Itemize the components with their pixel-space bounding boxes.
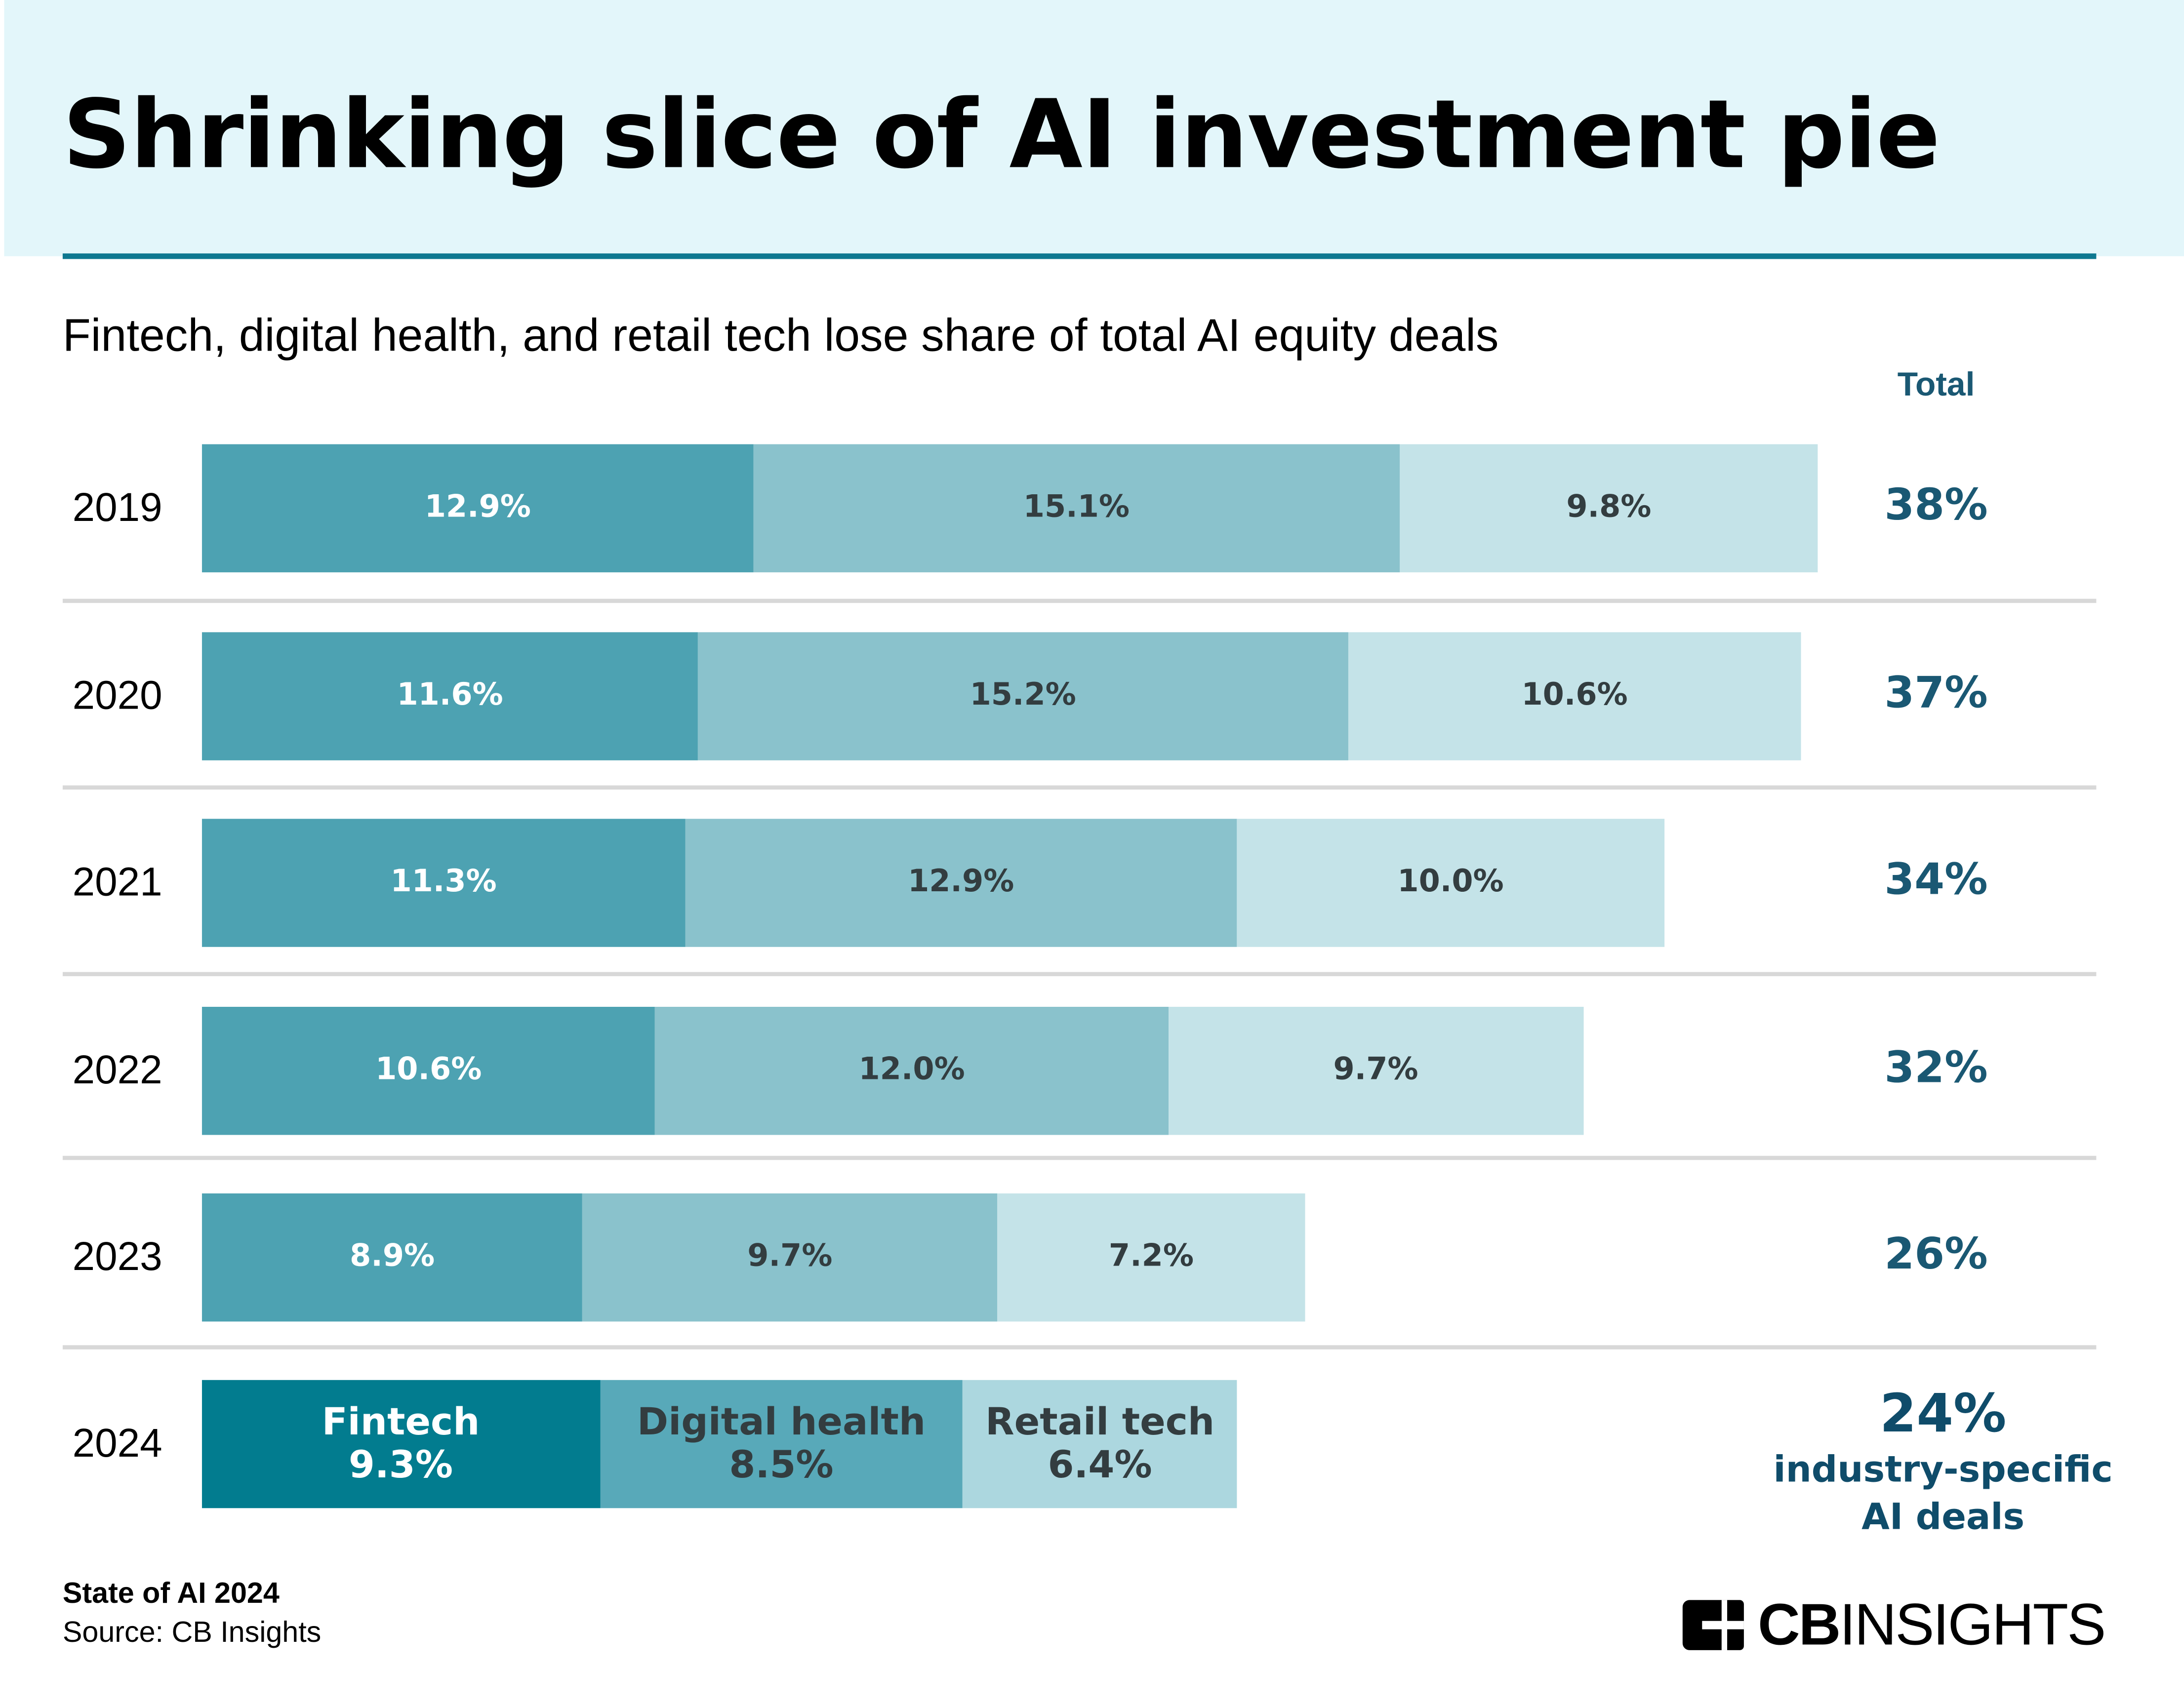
- row-divider: [62, 1155, 2097, 1160]
- bar-segment-retail-tech: 7.2%: [997, 1193, 1305, 1322]
- bar-segment-retail-tech: 10.0%: [1237, 819, 1664, 947]
- data-label: 9.3%: [348, 1444, 453, 1487]
- total-label: 37%: [1884, 668, 1988, 719]
- row-divider: [62, 785, 2097, 790]
- cb-insights-logo: CBINSIGHTS: [1682, 1591, 2106, 1658]
- chart-title: Shrinking slice of AI investment pie: [62, 80, 1941, 191]
- total-note: industry-specific: [1773, 1449, 2113, 1492]
- data-label: 10.6%: [1521, 678, 1628, 714]
- source-note: Source: CB Insights: [62, 1617, 322, 1649]
- total-label: 38%: [1884, 480, 1988, 531]
- total-note: AI deals: [1861, 1497, 2025, 1539]
- bar-segment-fintech: 11.6%: [202, 632, 698, 760]
- total-label: 32%: [1884, 1043, 1988, 1093]
- data-label: 9.8%: [1566, 490, 1652, 526]
- row-divider: [62, 972, 2097, 976]
- bar-segment-digital-health: 15.2%: [698, 632, 1348, 760]
- data-label: 15.1%: [1023, 490, 1130, 526]
- header-band: [4, 0, 2184, 256]
- chart-subtitle: Fintech, digital health, and retail tech…: [62, 309, 1499, 361]
- bar-segment-digital-health: 12.0%: [655, 1007, 1169, 1135]
- data-label: 10.6%: [375, 1053, 482, 1088]
- report-name: State of AI 2024: [62, 1578, 280, 1610]
- year-label: 2022: [72, 1048, 162, 1093]
- data-label: 8.5%: [729, 1444, 834, 1487]
- data-label: 15.2%: [970, 678, 1076, 714]
- bar-segment-retail-tech: 10.6%: [1348, 632, 1801, 760]
- data-label: 9.7%: [747, 1239, 833, 1275]
- year-label: 2021: [72, 860, 162, 906]
- year-label: 2024: [72, 1422, 162, 1467]
- data-label: 9.7%: [1333, 1053, 1418, 1088]
- bar-segment-digital-health: 15.1%: [753, 444, 1400, 573]
- series-name-label: Fintech: [322, 1400, 480, 1444]
- total-label: 34%: [1884, 855, 1988, 906]
- total-label: 26%: [1884, 1230, 1988, 1280]
- bar-segment-retail-tech: Retail tech 6.4%: [963, 1380, 1237, 1508]
- data-label: 7.2%: [1108, 1239, 1194, 1275]
- data-label: 11.6%: [397, 678, 503, 714]
- data-label: 8.9%: [350, 1239, 435, 1275]
- bar-segment-digital-health: 12.9%: [685, 819, 1237, 947]
- bar-segment-digital-health: Digital health 8.5%: [600, 1380, 963, 1508]
- row-divider: [62, 1345, 2097, 1349]
- data-label: 11.3%: [390, 865, 497, 900]
- title-rule: [62, 253, 2097, 259]
- logo-text-bold: CB: [1758, 1591, 1841, 1658]
- series-name-label: Digital health: [637, 1400, 926, 1444]
- row-divider: [62, 598, 2097, 603]
- year-label: 2019: [72, 486, 162, 531]
- data-label: 6.4%: [1048, 1444, 1152, 1487]
- data-label: 12.0%: [858, 1053, 965, 1088]
- data-label: 12.9%: [424, 490, 531, 526]
- bar-segment-fintech: 11.3%: [202, 819, 686, 947]
- series-name-label: Retail tech: [985, 1400, 1215, 1444]
- logo-text-light: INSIGHTS: [1839, 1591, 2106, 1658]
- bar-segment-fintech: 10.6%: [202, 1007, 655, 1135]
- total-label: 24%: [1879, 1383, 2007, 1444]
- bar-segment-fintech: 8.9%: [202, 1193, 583, 1322]
- bar-segment-fintech: Fintech 9.3%: [202, 1380, 600, 1508]
- total-column-header: Total: [1897, 366, 1975, 404]
- data-label: 10.0%: [1397, 865, 1504, 900]
- year-label: 2020: [72, 674, 162, 719]
- bar-segment-digital-health: 9.7%: [582, 1193, 998, 1322]
- year-label: 2023: [72, 1235, 162, 1280]
- cb-logo-icon: [1682, 1600, 1744, 1650]
- bar-segment-retail-tech: 9.8%: [1399, 444, 1819, 573]
- bar-segment-retail-tech: 9.7%: [1168, 1007, 1583, 1135]
- bar-segment-fintech: 12.9%: [202, 444, 754, 573]
- data-label: 12.9%: [908, 865, 1014, 900]
